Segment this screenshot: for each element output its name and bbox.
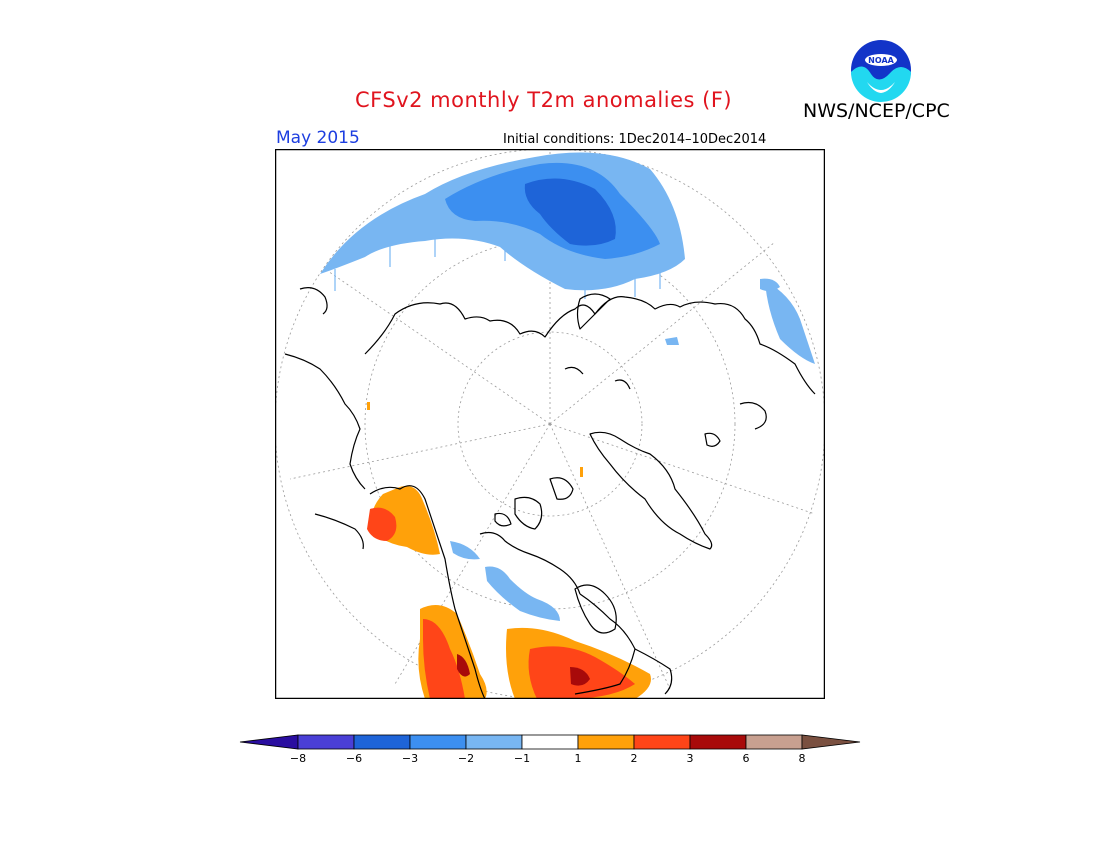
colorbar-tick-label: −6 xyxy=(345,752,363,765)
logo-text: NOAA xyxy=(868,56,894,65)
warm-specks xyxy=(367,402,583,477)
colorbar-arrow-low xyxy=(239,734,299,750)
colorbar-tick-label: −3 xyxy=(401,752,419,765)
colorbar-tick-label: 8 xyxy=(798,752,806,765)
initial-conditions-label: Initial conditions: 1Dec2014–10Dec2014 xyxy=(503,132,767,147)
coastlines xyxy=(284,287,816,699)
agency-label: NWS/NCEP/CPC xyxy=(803,100,950,122)
map-title: CFSv2 monthly T2m anomalies (F) xyxy=(355,88,733,112)
colorbar-box xyxy=(465,734,523,750)
valid-month-label: May 2015 xyxy=(276,128,360,148)
colorbar-tick-label: −2 xyxy=(457,752,475,765)
colorbar-tick-label: −8 xyxy=(289,752,307,765)
noaa-logo-icon: NOAA xyxy=(851,40,911,102)
colorbar-box xyxy=(353,734,411,750)
cold-anomaly-north xyxy=(320,152,815,364)
colorbar-tick-label: 1 xyxy=(574,752,582,765)
colorbar-tick-label: 3 xyxy=(686,752,694,765)
colorbar xyxy=(239,734,861,750)
colorbar-tick-label: 2 xyxy=(630,752,638,765)
colorbar-box xyxy=(409,734,467,750)
colorbar-box xyxy=(745,734,803,750)
cold-anomaly-canada xyxy=(450,541,560,621)
polar-map xyxy=(275,149,825,699)
colorbar-tick-label: −1 xyxy=(513,752,531,765)
colorbar-box xyxy=(633,734,691,750)
colorbar-box xyxy=(521,734,579,750)
warm-anomaly-east-america xyxy=(506,627,651,699)
colorbar-box xyxy=(689,734,747,750)
warm-anomaly-alaska xyxy=(367,485,440,555)
warm-anomaly-west-america xyxy=(418,605,487,699)
colorbar-box xyxy=(577,734,635,750)
colorbar-tick-label: 6 xyxy=(742,752,750,765)
colorbar-arrow-high xyxy=(801,734,861,750)
colorbar-box xyxy=(297,734,355,750)
cold-streaks xyxy=(334,234,661,299)
